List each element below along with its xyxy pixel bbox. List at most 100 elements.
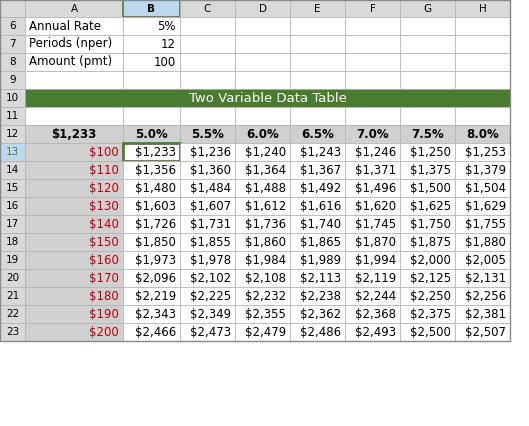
Text: $2,256: $2,256 — [465, 290, 506, 302]
Bar — [455, 269, 510, 287]
Text: $2,473: $2,473 — [190, 325, 231, 339]
Text: B: B — [148, 3, 156, 14]
Text: $2,000: $2,000 — [410, 253, 451, 267]
Bar — [0, 143, 25, 161]
Bar — [0, 215, 25, 233]
Text: 5%: 5% — [158, 20, 176, 32]
Bar — [25, 71, 123, 89]
Text: 5.5%: 5.5% — [191, 127, 224, 141]
Text: Amount (pmt): Amount (pmt) — [29, 55, 112, 69]
Text: 11: 11 — [6, 111, 19, 121]
Text: $2,096: $2,096 — [135, 271, 176, 285]
Bar — [0, 125, 25, 143]
Text: $1,994: $1,994 — [355, 253, 396, 267]
Bar — [345, 143, 400, 161]
Text: Two Variable Data Table: Two Variable Data Table — [188, 92, 346, 104]
Bar — [180, 125, 235, 143]
Bar — [180, 269, 235, 287]
Text: 5.0%: 5.0% — [135, 127, 168, 141]
Bar — [290, 179, 345, 197]
Bar — [455, 107, 510, 125]
Text: $2,343: $2,343 — [135, 308, 176, 320]
Bar — [180, 35, 235, 53]
Bar — [25, 179, 123, 197]
Bar — [180, 197, 235, 215]
Bar — [455, 0, 510, 17]
Text: 7: 7 — [9, 39, 16, 49]
Bar — [400, 251, 455, 269]
Bar — [235, 17, 290, 35]
Text: $2,466: $2,466 — [135, 325, 176, 339]
Text: $1,488: $1,488 — [245, 181, 286, 195]
Bar — [455, 323, 510, 341]
Bar — [290, 53, 345, 71]
Text: $1,620: $1,620 — [355, 199, 396, 213]
Bar — [123, 179, 180, 197]
Text: $180: $180 — [89, 290, 119, 302]
Text: $160: $160 — [89, 253, 119, 267]
Text: $2,250: $2,250 — [410, 290, 451, 302]
Text: $1,850: $1,850 — [135, 236, 176, 248]
Bar — [123, 323, 180, 341]
Text: $120: $120 — [89, 181, 119, 195]
Bar — [0, 0, 25, 17]
Text: 8.0%: 8.0% — [466, 127, 499, 141]
Bar — [123, 233, 180, 251]
Text: $1,250: $1,250 — [410, 146, 451, 158]
Bar — [235, 35, 290, 53]
Text: $1,253: $1,253 — [465, 146, 506, 158]
Text: $110: $110 — [89, 164, 119, 176]
Bar — [235, 125, 290, 143]
Text: Periods (nper): Periods (nper) — [29, 37, 112, 51]
Text: $1,504: $1,504 — [465, 181, 506, 195]
Bar — [123, 71, 180, 89]
Text: $170: $170 — [89, 271, 119, 285]
Bar — [345, 0, 400, 17]
Bar — [455, 251, 510, 269]
Bar — [235, 107, 290, 125]
Bar — [180, 0, 235, 17]
Bar — [0, 0, 510, 341]
Bar — [235, 161, 290, 179]
Text: $1,379: $1,379 — [465, 164, 506, 176]
Text: 9: 9 — [9, 75, 16, 85]
Bar — [455, 35, 510, 53]
Text: $1,364: $1,364 — [245, 164, 286, 176]
Text: 17: 17 — [6, 219, 19, 229]
Text: $2,368: $2,368 — [355, 308, 396, 320]
Bar — [235, 233, 290, 251]
Text: $2,005: $2,005 — [465, 253, 506, 267]
Bar — [235, 179, 290, 197]
Bar — [25, 269, 123, 287]
Bar — [400, 269, 455, 287]
Bar — [345, 71, 400, 89]
Bar — [0, 71, 25, 89]
Text: $2,131: $2,131 — [465, 271, 506, 285]
Bar — [25, 17, 123, 35]
Bar — [235, 53, 290, 71]
Text: Annual Rate: Annual Rate — [29, 20, 101, 32]
Bar — [0, 35, 25, 53]
Text: $2,486: $2,486 — [300, 325, 341, 339]
Text: $1,625: $1,625 — [410, 199, 451, 213]
Text: $2,225: $2,225 — [190, 290, 231, 302]
Bar — [235, 269, 290, 287]
Bar — [180, 17, 235, 35]
Bar — [25, 251, 123, 269]
Text: $1,246: $1,246 — [355, 146, 396, 158]
Text: C: C — [204, 3, 211, 14]
Bar — [235, 197, 290, 215]
Bar — [0, 161, 25, 179]
Bar — [0, 89, 25, 107]
Bar — [290, 215, 345, 233]
Bar — [180, 179, 235, 197]
Text: 22: 22 — [6, 309, 19, 319]
Bar — [123, 197, 180, 215]
Text: $1,612: $1,612 — [245, 199, 286, 213]
Bar — [25, 35, 123, 53]
Bar — [235, 305, 290, 323]
Bar — [180, 53, 235, 71]
Bar — [345, 179, 400, 197]
Bar — [290, 17, 345, 35]
Text: $1,603: $1,603 — [135, 199, 176, 213]
